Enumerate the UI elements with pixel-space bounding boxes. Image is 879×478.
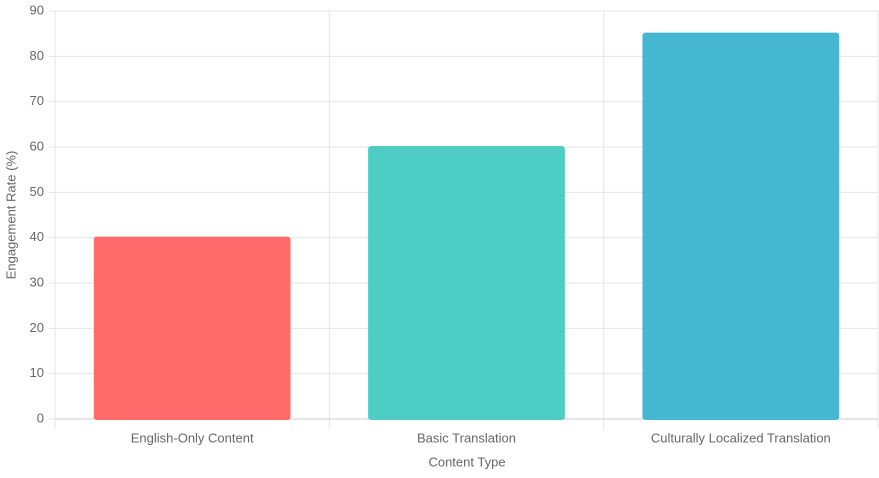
x-axis-title: Content Type	[428, 454, 505, 469]
y-tick-label: 70	[30, 93, 44, 108]
y-tick-label: 30	[30, 274, 44, 289]
y-tick-label: 0	[37, 410, 44, 425]
x-tick-label: Basic Translation	[417, 430, 516, 445]
bar	[368, 146, 565, 420]
x-tick-label: Culturally Localized Translation	[651, 430, 831, 445]
y-tick-label: 20	[30, 320, 44, 335]
y-tick-label: 90	[30, 2, 44, 17]
y-tick-label: 80	[30, 48, 44, 63]
y-tick-label: 50	[30, 184, 44, 199]
y-axis-title: Engagement Rate (%)	[3, 151, 18, 280]
x-tick-label: English-Only Content	[131, 430, 254, 445]
bar	[93, 236, 291, 420]
y-tick-label: 40	[30, 229, 44, 244]
y-tick-label: 10	[30, 365, 44, 380]
bar	[642, 32, 840, 421]
y-tick-label: 60	[30, 138, 44, 153]
